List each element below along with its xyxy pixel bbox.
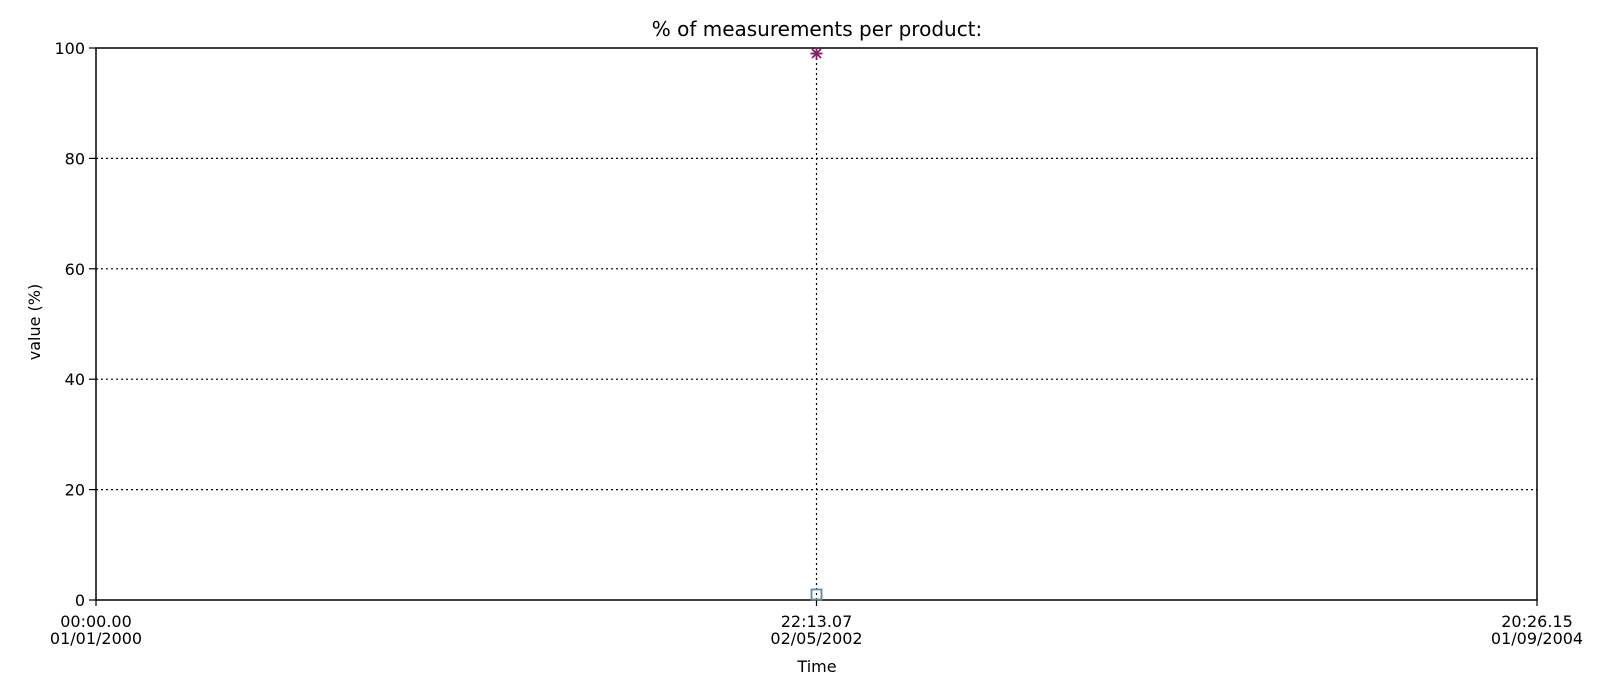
x-tick-date-label: 02/05/2002: [770, 629, 862, 648]
x-tick-date-label: 01/01/2000: [50, 629, 142, 648]
y-tick-label: 40: [65, 370, 85, 389]
gridlines: [96, 48, 1537, 600]
x-tick-date-label: 01/09/2004: [1491, 629, 1583, 648]
data-marks: [810, 47, 823, 601]
x-tick-time-label: 20:26.15: [1501, 612, 1573, 631]
y-tick-label: 20: [65, 481, 85, 500]
y-axis-label: value (%): [25, 284, 44, 360]
x-tick-time-label: 22:13.07: [781, 612, 853, 631]
chart-title: % of measurements per product:: [652, 17, 983, 41]
y-tick-label: 0: [75, 591, 85, 610]
y-tick-label: 80: [65, 149, 85, 168]
asterisk-marker: [810, 47, 823, 60]
y-tick-label: 60: [65, 260, 85, 279]
square-marker: [810, 588, 823, 601]
y-tick-label: 100: [54, 39, 85, 58]
asterisk-stroke: [811, 48, 822, 59]
axes: [89, 47, 1538, 606]
x-tick-time-label: 00:00.00: [60, 612, 132, 631]
x-axis-label: Time: [796, 657, 836, 676]
